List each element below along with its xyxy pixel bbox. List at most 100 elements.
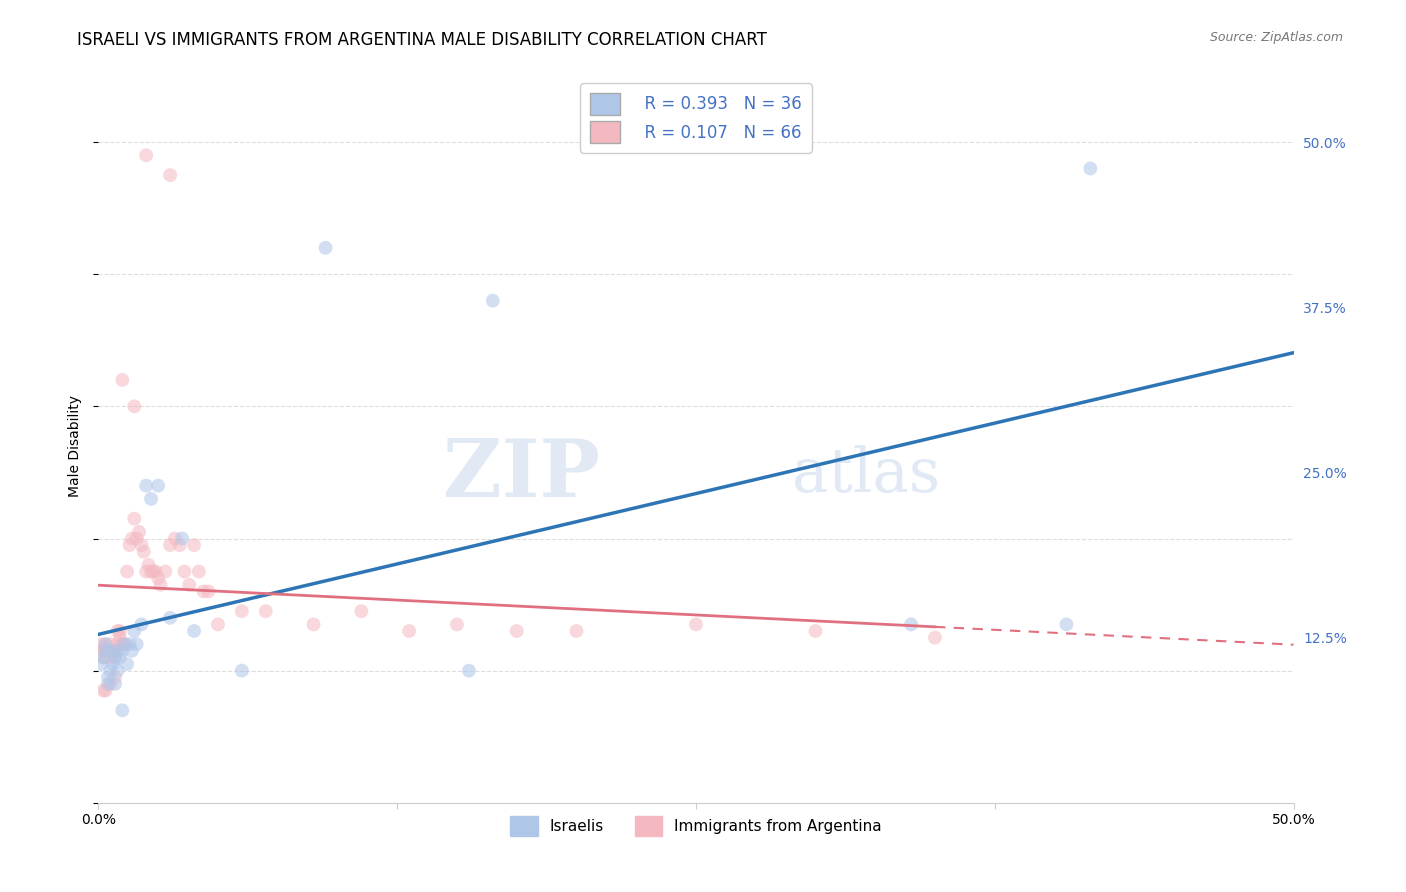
Text: ZIP: ZIP — [443, 435, 600, 514]
Point — [900, 617, 922, 632]
Point — [97, 650, 120, 665]
Point — [685, 617, 707, 632]
Point — [132, 545, 155, 559]
Point — [231, 604, 253, 618]
Point — [104, 670, 127, 684]
Point — [254, 604, 277, 618]
Point — [118, 538, 141, 552]
Point — [94, 644, 117, 658]
Point — [169, 538, 191, 552]
Point — [90, 637, 112, 651]
Point — [121, 644, 143, 658]
Point — [98, 677, 122, 691]
Point — [91, 650, 114, 665]
Point — [155, 565, 177, 579]
Point — [1056, 617, 1078, 632]
Point — [163, 532, 186, 546]
Point — [159, 611, 181, 625]
Point — [90, 644, 112, 658]
Point — [1080, 161, 1102, 176]
Point — [98, 644, 122, 658]
Point — [193, 584, 215, 599]
Point — [108, 650, 131, 665]
Point — [121, 532, 143, 546]
Point — [350, 604, 373, 618]
Point — [131, 617, 153, 632]
Point — [135, 478, 157, 492]
Point — [506, 624, 529, 638]
Point — [114, 637, 136, 651]
Point — [139, 565, 162, 579]
Point — [94, 683, 117, 698]
Point — [148, 478, 170, 492]
Y-axis label: Male Disability: Male Disability — [69, 395, 83, 497]
Point — [97, 677, 120, 691]
Legend: Israelis, Immigrants from Argentina: Israelis, Immigrants from Argentina — [501, 807, 891, 845]
Point — [315, 241, 337, 255]
Point — [924, 631, 946, 645]
Point — [91, 650, 114, 665]
Point — [101, 650, 124, 665]
Point — [128, 524, 150, 539]
Point — [107, 637, 129, 651]
Point — [458, 664, 481, 678]
Point — [125, 637, 148, 651]
Point — [104, 644, 127, 658]
Point — [179, 578, 201, 592]
Point — [197, 584, 219, 599]
Point — [183, 538, 205, 552]
Point — [231, 664, 253, 678]
Point — [98, 644, 122, 658]
Point — [115, 657, 138, 671]
Point — [173, 565, 195, 579]
Point — [111, 637, 134, 651]
Point — [97, 644, 120, 658]
Point — [108, 624, 131, 638]
Point — [139, 491, 162, 506]
Point — [94, 644, 117, 658]
Point — [398, 624, 420, 638]
Point — [142, 565, 165, 579]
Point — [138, 558, 160, 572]
Point — [94, 637, 117, 651]
Point — [111, 373, 134, 387]
Point — [98, 664, 122, 678]
Point — [125, 532, 148, 546]
Point — [98, 637, 122, 651]
Point — [481, 293, 505, 308]
Point — [118, 637, 141, 651]
Point — [172, 532, 194, 546]
Point — [115, 565, 138, 579]
Point — [107, 664, 129, 678]
Point — [97, 670, 120, 684]
Point — [148, 571, 170, 585]
Point — [111, 637, 134, 651]
Point — [104, 677, 127, 691]
Point — [145, 565, 167, 579]
Point — [111, 703, 134, 717]
Point — [104, 650, 127, 665]
Point — [207, 617, 229, 632]
Point — [94, 637, 117, 651]
Point — [124, 511, 146, 525]
Point — [108, 631, 131, 645]
Point — [135, 565, 157, 579]
Point — [90, 657, 112, 671]
Point — [111, 644, 134, 658]
Point — [101, 657, 124, 671]
Point — [124, 400, 146, 414]
Text: atlas: atlas — [792, 444, 939, 505]
Point — [159, 168, 181, 182]
Point — [446, 617, 468, 632]
Text: Source: ZipAtlas.com: Source: ZipAtlas.com — [1209, 31, 1343, 45]
Point — [183, 624, 205, 638]
Point — [159, 538, 181, 552]
Point — [101, 644, 124, 658]
Point — [107, 644, 129, 658]
Point — [91, 644, 114, 658]
Point — [104, 650, 127, 665]
Point — [124, 624, 146, 638]
Point — [91, 683, 114, 698]
Point — [302, 617, 325, 632]
Point — [131, 538, 153, 552]
